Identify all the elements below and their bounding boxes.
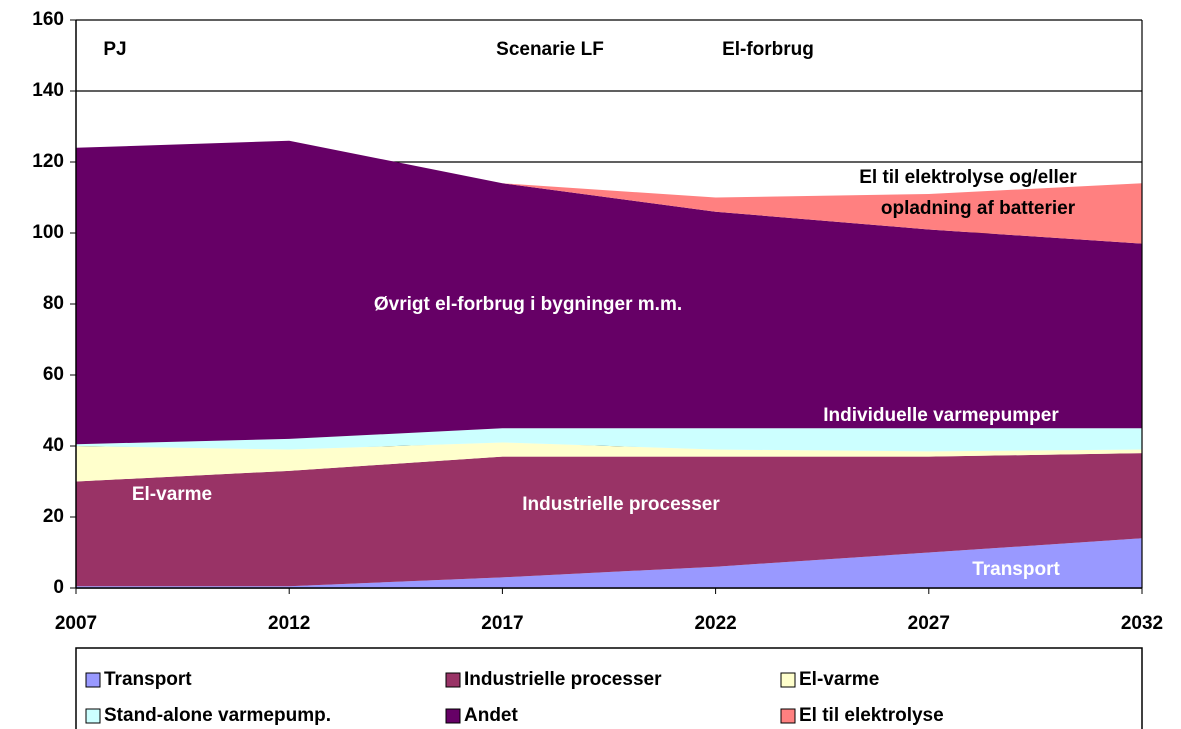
legend-swatch [85, 708, 101, 724]
annotation: El-forbrug [722, 39, 814, 60]
legend-box [75, 647, 1143, 729]
y-tick-label: 80 [43, 293, 64, 314]
area [76, 442, 1142, 482]
legend-swatch [445, 672, 461, 688]
area [76, 538, 1142, 588]
y-tick-label: 120 [32, 151, 64, 172]
x-tick-label: 2007 [55, 613, 97, 634]
legend-swatch [445, 708, 461, 724]
y-tick-label: 60 [43, 364, 64, 385]
x-tick-label: 2012 [268, 613, 310, 634]
x-tick-label: 2022 [694, 613, 736, 634]
y-tick-label: 0 [53, 577, 64, 598]
area [76, 140, 1142, 244]
annotation: opladning af batterier [881, 198, 1076, 219]
annotation: El til elektrolyse og/eller [859, 167, 1077, 188]
area [76, 140, 1142, 445]
y-tick-label: 160 [32, 9, 64, 30]
y-tick-label: 100 [32, 222, 64, 243]
annotation: Transport [972, 559, 1060, 580]
legend-label: Andet [464, 705, 519, 726]
area [76, 428, 1142, 452]
legend-label: El-varme [799, 669, 879, 690]
legend-swatch [780, 672, 796, 688]
y-tick-label: 140 [32, 80, 64, 101]
annotation: Øvrigt el-forbrug i bygninger m.m. [374, 294, 682, 315]
legend-label: Transport [104, 669, 192, 690]
legend-label: El til elektrolyse [799, 705, 944, 726]
legend-label: Stand-alone varmepump. [104, 705, 331, 726]
y-tick-label: 40 [43, 435, 64, 456]
y-tick-label: 20 [43, 506, 64, 527]
legend-swatch [85, 672, 101, 688]
annotation: Industrielle processer [522, 494, 720, 515]
x-tick-label: 2027 [908, 613, 950, 634]
annotation: Scenarie LF [496, 39, 604, 60]
x-tick-label: 2032 [1121, 613, 1163, 634]
x-tick-label: 2017 [481, 613, 523, 634]
legend-swatch [780, 708, 796, 724]
legend-label: Industrielle processer [464, 669, 662, 690]
annotation: Individuelle varmepumper [823, 405, 1059, 426]
annotation: PJ [103, 39, 126, 60]
annotation: El-varme [132, 484, 212, 505]
area [76, 453, 1142, 587]
